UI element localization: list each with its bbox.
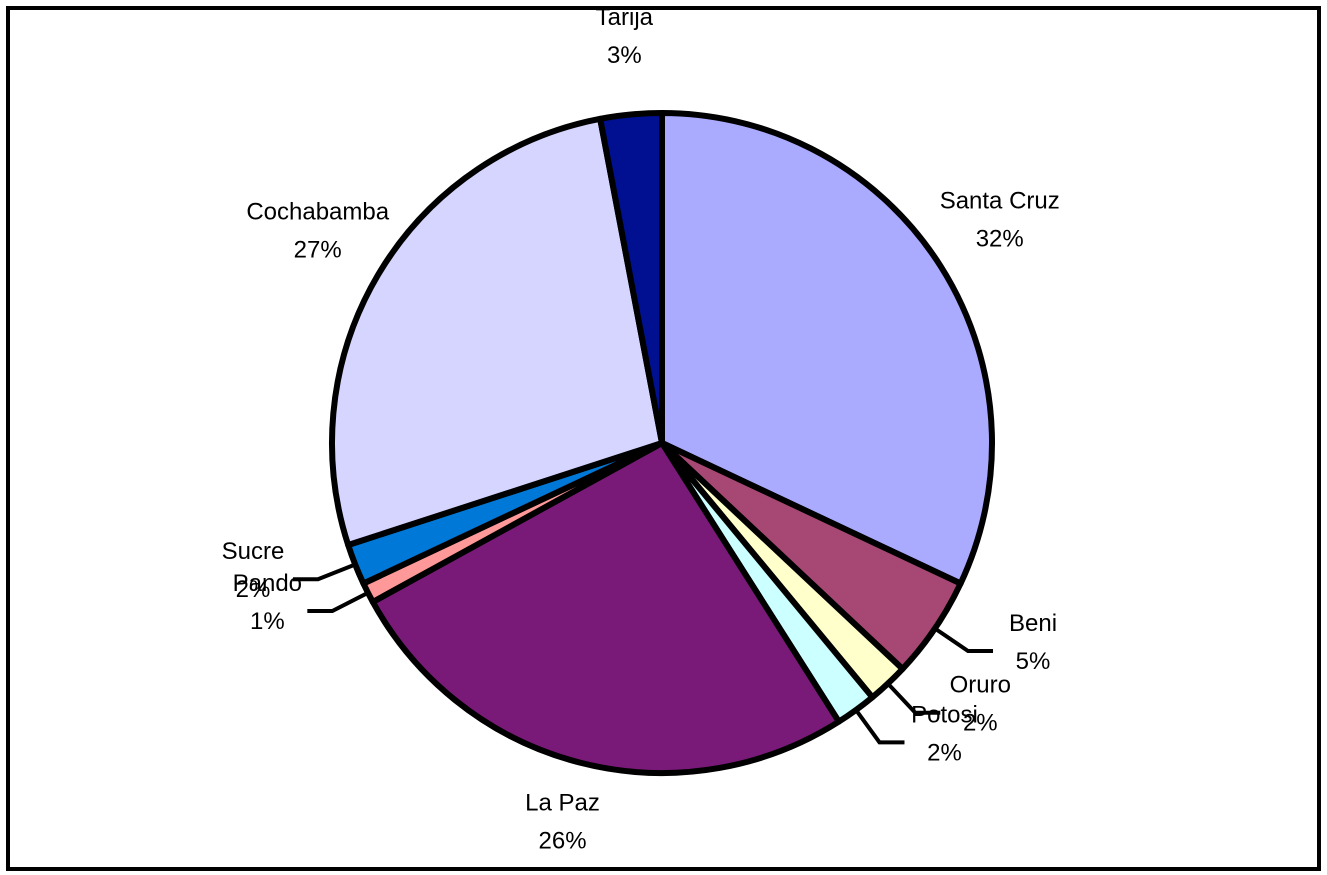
slice-label: Beni 5%	[1009, 610, 1057, 675]
leader-line	[292, 562, 356, 582]
pie	[329, 110, 995, 776]
slice-label: Oruro 2%	[950, 672, 1011, 737]
value-label: 2%	[236, 576, 271, 603]
category-label: Cochabamba	[246, 198, 389, 225]
slice-label: Pando 1%	[233, 570, 302, 635]
value-label: 32%	[976, 226, 1024, 253]
value-label: 26%	[539, 827, 587, 854]
slice-label: Sucre 2%	[222, 538, 285, 603]
category-label: La Paz	[525, 789, 600, 816]
pie-slice	[659, 110, 995, 587]
pie-slice	[329, 115, 665, 548]
slice-label: Cochabamba 27%	[246, 198, 389, 263]
slice-label: Tarija 3%	[596, 4, 654, 69]
category-label: Sucre	[222, 538, 285, 565]
slice-label: Potosi 2%	[911, 701, 978, 766]
pie-slice	[369, 440, 842, 776]
slice-label: Santa Cruz 32%	[940, 188, 1060, 253]
value-label: 1%	[250, 608, 285, 635]
value-label: 3%	[607, 42, 642, 69]
leader-line	[307, 591, 369, 613]
leader-line	[886, 682, 941, 715]
category-label: Santa Cruz	[940, 188, 1060, 215]
labels: Santa Cruz 32%Beni 5%Oruro 2%Potosi 2%La Paz…	[222, 4, 1060, 855]
slice-label: La Paz 26%	[525, 789, 600, 854]
category-label: Potosi	[911, 701, 978, 728]
pie-slice	[597, 110, 665, 446]
value-label: 27%	[294, 236, 342, 263]
value-label: 5%	[1016, 648, 1051, 675]
value-label: 2%	[927, 739, 962, 766]
category-label: Tarija	[596, 4, 654, 31]
value-label: 2%	[963, 710, 998, 737]
category-label: Beni	[1009, 610, 1057, 637]
category-label: Pando	[233, 570, 302, 597]
leader-line	[854, 708, 905, 745]
leader-line	[933, 626, 994, 653]
category-label: Oruro	[950, 672, 1011, 699]
